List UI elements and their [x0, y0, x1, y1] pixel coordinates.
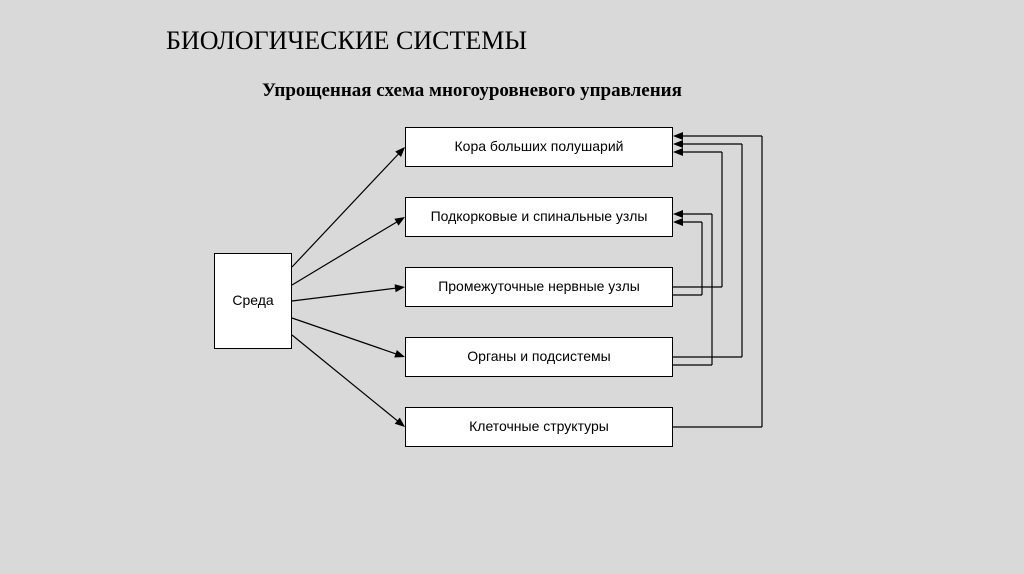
node-environment-label: Среда: [232, 293, 273, 308]
page-subtitle: Упрощенная схема многоуровневого управле…: [262, 80, 682, 102]
node-level-1-label: Подкорковые и спинальные узлы: [431, 209, 648, 224]
node-level-1: Подкорковые и спинальные узлы: [405, 197, 673, 237]
page-title: БИОЛОГИЧЕСКИЕ СИСТЕМЫ: [166, 26, 527, 56]
node-level-4: Клеточные структуры: [405, 407, 673, 447]
node-level-3-label: Органы и подсистемы: [467, 349, 610, 364]
node-level-0-label: Кора больших полушарий: [455, 139, 624, 154]
node-level-2: Промежуточные нервные узлы: [405, 267, 673, 307]
node-level-4-label: Клеточные структуры: [469, 419, 609, 434]
diagram-stage: БИОЛОГИЧЕСКИЕ СИСТЕМЫ Упрощенная схема м…: [0, 0, 1024, 574]
node-level-2-label: Промежуточные нервные узлы: [438, 279, 640, 294]
node-level-0: Кора больших полушарий: [405, 127, 673, 167]
node-environment: Среда: [214, 253, 292, 349]
node-level-3: Органы и подсистемы: [405, 337, 673, 377]
